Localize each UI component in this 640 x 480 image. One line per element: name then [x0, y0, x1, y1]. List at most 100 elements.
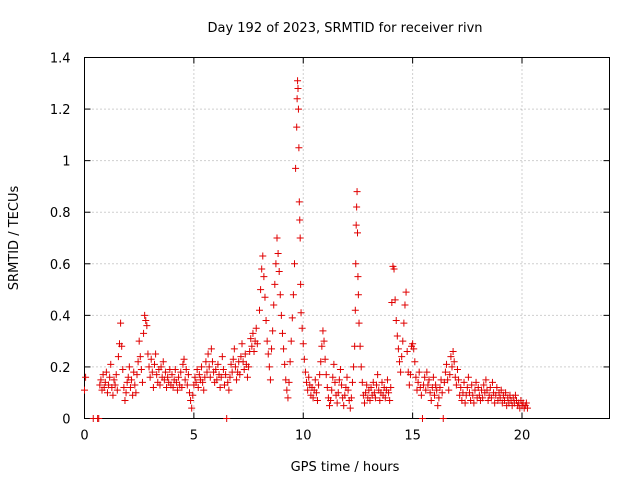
data-point [96, 381, 104, 389]
data-point [161, 368, 169, 376]
data-point [461, 399, 469, 407]
data-point [417, 391, 425, 399]
data-point [497, 386, 505, 394]
data-point [367, 384, 375, 392]
data-point [328, 386, 336, 394]
data-point [194, 384, 202, 392]
data-point [227, 360, 235, 368]
data-point [265, 363, 273, 371]
data-point [435, 394, 443, 402]
data-point [424, 381, 432, 389]
data-point [149, 384, 157, 392]
x-tick-label: 15 [404, 429, 421, 444]
data-point [422, 386, 430, 394]
data-point [487, 394, 495, 402]
data-point [121, 396, 129, 404]
data-point [109, 391, 117, 399]
data-point [205, 363, 213, 371]
data-point [431, 391, 438, 399]
data-point [118, 342, 126, 350]
data-point [373, 381, 381, 389]
data-point [112, 371, 120, 379]
data-point [341, 391, 349, 399]
data-point [140, 329, 148, 337]
data-point [343, 373, 351, 381]
data-point [321, 355, 329, 363]
data-point [363, 381, 371, 389]
data-point [191, 373, 199, 381]
data-point [480, 381, 488, 389]
x-tick-label: 10 [295, 429, 312, 444]
data-point [230, 345, 238, 353]
data-point [402, 288, 410, 296]
data-point [123, 378, 131, 386]
data-point [318, 342, 326, 350]
data-point [164, 373, 172, 381]
data-point [180, 355, 188, 363]
data-point [299, 340, 307, 348]
axis-ticks [84, 57, 610, 419]
data-point [188, 404, 196, 412]
data-point [258, 265, 266, 273]
data-point [445, 386, 453, 394]
chart-title: Day 192 of 2023, SRMTID for receiver riv… [207, 21, 482, 36]
data-point [468, 381, 476, 389]
data-point [502, 389, 510, 397]
y-tick-label: 0 [62, 413, 70, 428]
data-point [406, 371, 414, 379]
data-point [128, 376, 136, 384]
data-point [352, 221, 360, 229]
data-point [216, 384, 224, 392]
data-point [131, 381, 139, 389]
data-point [452, 381, 460, 389]
data-point [378, 378, 386, 386]
data-point [411, 358, 419, 366]
data-point [262, 317, 270, 325]
data-point [294, 77, 302, 85]
data-point [469, 391, 477, 399]
data-point [177, 368, 185, 376]
data-point [294, 105, 302, 113]
data-point [250, 347, 258, 355]
data-point [448, 363, 456, 371]
data-point [511, 391, 519, 399]
data-point [288, 314, 296, 322]
data-point [229, 355, 237, 363]
data-point [222, 371, 230, 379]
data-point [236, 371, 244, 379]
data-point [268, 345, 276, 353]
data-point [243, 373, 251, 381]
data-point [394, 345, 402, 353]
data-point [358, 378, 366, 386]
data-point [353, 188, 361, 196]
data-point [200, 386, 208, 394]
data-point [195, 371, 203, 379]
data-point [187, 396, 195, 404]
x-tick-labels: 0 5 10 15 20 [80, 429, 530, 444]
data-point [252, 324, 260, 332]
data-point [224, 378, 232, 386]
data-point [283, 386, 291, 394]
data-point [286, 358, 294, 366]
data-point [247, 335, 255, 343]
data-point [106, 373, 114, 381]
data-point [327, 396, 335, 404]
data-point [183, 381, 191, 389]
data-point [122, 389, 130, 397]
data-point [329, 373, 337, 381]
data-point [97, 376, 105, 384]
data-point [263, 337, 271, 345]
data-point [296, 216, 304, 224]
data-point [284, 394, 292, 402]
data-point [317, 358, 325, 366]
data-point [401, 301, 409, 309]
data-point [387, 384, 395, 392]
data-point [393, 332, 401, 340]
data-point [523, 404, 531, 412]
data-point [256, 306, 263, 314]
data-point [386, 396, 394, 404]
data-point [352, 260, 360, 268]
data-point [102, 368, 110, 376]
data-point [381, 394, 389, 402]
